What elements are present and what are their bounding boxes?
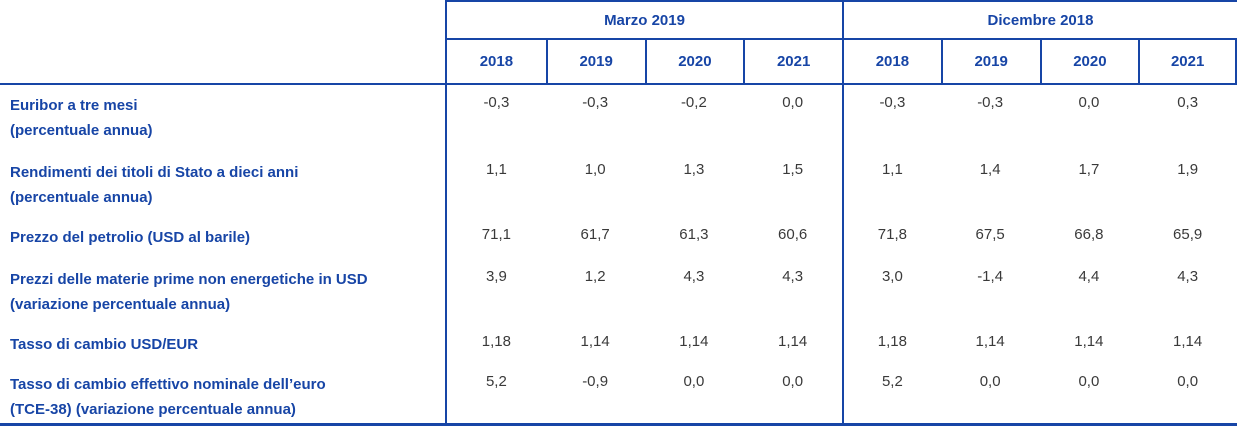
value-cell: -0,3	[483, 94, 510, 111]
value-cell: 0,0	[782, 94, 804, 111]
value-cell: 60,6	[778, 226, 808, 243]
row-label-materie-prime: Prezzi delle materie prime non energetic…	[0, 259, 447, 324]
value-cell: 1,1	[842, 152, 941, 217]
value-cell: 1,14	[580, 333, 610, 350]
value-cell: 5,2	[447, 364, 546, 426]
row-label-line1: Tasso di cambio effettivo nominale dell’…	[10, 376, 326, 393]
year-header: 2021	[1138, 40, 1237, 85]
value-cell: -0,9	[545, 364, 645, 426]
year-header: 2018	[842, 40, 941, 85]
row-label-line1: Prezzo del petrolio (USD al barile)	[10, 229, 251, 246]
row-label-line1: Prezzi delle materie prime non energetic…	[10, 271, 368, 288]
value-cell: 4,3	[782, 268, 804, 285]
row-label-cambio-usd-eur: Tasso di cambio USD/EUR	[0, 324, 447, 364]
value-cell: 1,18	[842, 324, 941, 364]
value-cell: 4,4	[1078, 268, 1100, 285]
row-label-line2: (TCE-38) (variazione percentuale annua)	[10, 401, 296, 418]
value-cell: 1,14	[1074, 333, 1104, 350]
year-header: 2020	[1039, 40, 1139, 85]
row-label-rendimenti: Rendimenti dei titoli di Stato a dieci a…	[0, 152, 447, 217]
row-label-line1: Tasso di cambio USD/EUR	[10, 336, 199, 353]
value-cell: 0,0	[940, 364, 1040, 426]
value-cell: -0,3	[582, 94, 609, 111]
row-label-line2: (variazione percentuale annua)	[10, 296, 231, 313]
year-header: 2018	[447, 40, 546, 85]
row-label-line2: (percentuale annua)	[10, 122, 153, 139]
value-cell: 66,8	[1074, 226, 1104, 243]
column-group-marzo-2019: Marzo 2019	[447, 0, 842, 40]
value-cell: 71,8	[842, 217, 941, 259]
value-cell: 0,0	[1138, 364, 1237, 426]
row-label-petrolio: Prezzo del petrolio (USD al barile)	[0, 217, 447, 259]
year-header: 2020	[644, 40, 744, 85]
value-cell: -1,4	[977, 268, 1004, 285]
value-cell: 0,3	[1177, 94, 1199, 111]
table-corner-cell	[0, 0, 447, 85]
column-group-dicembre-2018: Dicembre 2018	[842, 0, 1237, 40]
value-cell: 65,9	[1173, 226, 1203, 243]
year-header: 2019	[545, 40, 645, 85]
value-cell: 61,3	[679, 226, 709, 243]
value-cell: -0,3	[842, 85, 941, 152]
value-cell: 4,3	[1177, 268, 1199, 285]
value-cell: 0,0	[1078, 94, 1100, 111]
year-header: 2021	[743, 40, 842, 85]
row-label-line1: Rendimenti dei titoli di Stato a dieci a…	[10, 164, 299, 181]
value-cell: 0,0	[1039, 364, 1139, 426]
value-cell: 1,14	[778, 333, 808, 350]
value-cell: 0,0	[743, 364, 842, 426]
value-cell: 3,0	[842, 259, 941, 324]
value-cell: -0,2	[680, 94, 707, 111]
value-cell: 67,5	[975, 226, 1005, 243]
value-cell: 1,5	[782, 161, 804, 178]
value-cell: -0,3	[977, 94, 1004, 111]
value-cell: 71,1	[481, 226, 511, 243]
value-cell: 1,4	[979, 161, 1001, 178]
value-cell: 5,2	[842, 364, 941, 426]
value-cell: 0,0	[644, 364, 744, 426]
value-cell: 1,7	[1078, 161, 1100, 178]
value-cell: 4,3	[683, 268, 705, 285]
value-cell: 1,1	[485, 161, 507, 178]
value-cell: 1,14	[679, 333, 709, 350]
row-label-euribor: Euribor a tre mesi (percentuale annua)	[0, 85, 447, 152]
row-label-line1: Euribor a tre mesi	[10, 97, 138, 114]
row-label-tce38: Tasso di cambio effettivo nominale dell’…	[0, 364, 447, 426]
value-cell: 3,9	[485, 268, 507, 285]
value-cell: 1,9	[1177, 161, 1199, 178]
value-cell: 1,14	[1173, 333, 1203, 350]
value-cell: 1,2	[584, 268, 606, 285]
value-cell: 1,3	[683, 161, 705, 178]
row-label-line2: (percentuale annua)	[10, 189, 153, 206]
value-cell: 61,7	[580, 226, 610, 243]
year-header: 2019	[940, 40, 1040, 85]
value-cell: 1,0	[584, 161, 606, 178]
value-cell: 1,18	[481, 333, 511, 350]
value-cell: 1,14	[975, 333, 1005, 350]
